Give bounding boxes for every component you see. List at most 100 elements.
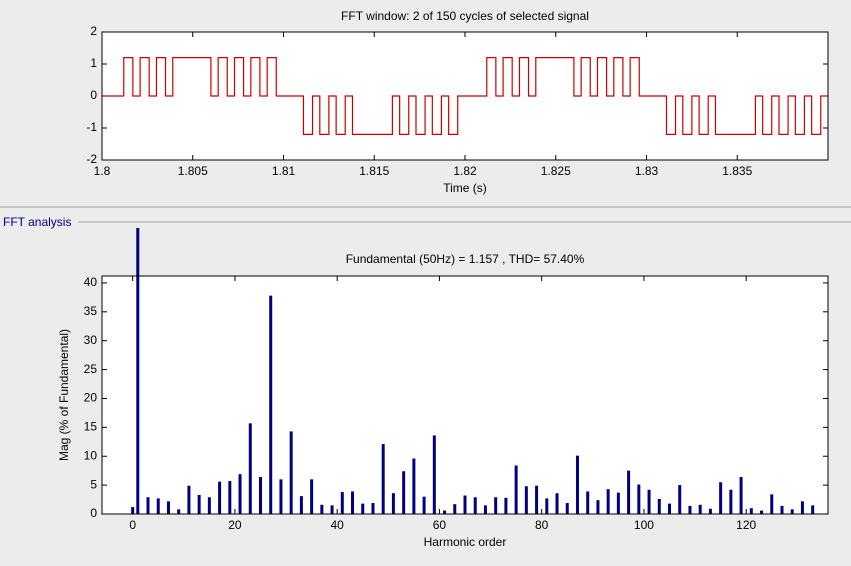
bar — [207, 497, 211, 514]
bar — [668, 503, 672, 514]
y-tick-label: 30 — [84, 333, 98, 347]
bar — [800, 501, 804, 514]
bar — [575, 455, 579, 514]
x-axis-label: Time (s) — [443, 181, 487, 195]
y-tick-label: 10 — [84, 448, 98, 462]
bar — [371, 503, 375, 514]
bar — [811, 505, 815, 514]
bar — [637, 484, 641, 514]
bar — [402, 471, 406, 514]
bar — [606, 489, 610, 514]
bar — [289, 431, 293, 514]
axes-box — [101, 31, 829, 161]
bar — [299, 496, 303, 514]
x-tick-label: 1.825 — [541, 164, 571, 178]
series — [131, 228, 815, 514]
y-tick-label: -2 — [86, 152, 97, 166]
bar — [391, 493, 395, 514]
y-tick-label: 0 — [90, 88, 97, 102]
x-tick-label: 100 — [634, 518, 654, 532]
bar — [463, 495, 467, 514]
signal-line — [102, 57, 828, 135]
bar — [310, 479, 314, 514]
bar — [443, 510, 447, 514]
bar — [361, 503, 365, 514]
bar — [432, 435, 436, 514]
series — [102, 57, 828, 135]
bar — [381, 444, 385, 514]
bar — [698, 504, 702, 514]
bar — [258, 477, 262, 514]
bar — [504, 497, 508, 514]
x-tick-label: 40 — [331, 518, 345, 532]
y-tick-label: 20 — [84, 391, 98, 405]
bar — [177, 509, 181, 514]
bar — [545, 498, 549, 514]
bar — [729, 489, 733, 514]
bar — [596, 500, 600, 514]
panel-title: FFT analysis — [3, 215, 71, 229]
bar — [616, 492, 620, 514]
bar — [739, 477, 743, 514]
x-tick-label: 1.805 — [178, 164, 208, 178]
bar — [790, 509, 794, 514]
bar — [248, 423, 252, 514]
bar — [422, 496, 426, 514]
bar — [770, 494, 774, 514]
bar — [678, 485, 682, 514]
y-tick-label: 15 — [84, 420, 98, 434]
bar — [483, 505, 487, 514]
x-tick-label: 80 — [535, 518, 549, 532]
x-tick-label: 1.83 — [635, 164, 659, 178]
x-tick-label: 1.81 — [272, 164, 296, 178]
bar — [187, 485, 191, 514]
bar — [494, 497, 498, 514]
y-tick-label: 0 — [90, 506, 97, 520]
bar — [351, 491, 355, 514]
bar — [555, 493, 559, 514]
bar — [228, 481, 232, 514]
bar — [279, 479, 283, 514]
bar — [136, 228, 140, 514]
bar — [131, 507, 135, 514]
bar — [473, 497, 477, 514]
bar — [166, 501, 170, 514]
y-tick-label: 40 — [84, 275, 98, 289]
bar — [156, 498, 160, 514]
y-tick-label: 25 — [84, 362, 98, 376]
bar — [708, 508, 712, 514]
bar — [453, 504, 457, 514]
bar — [320, 504, 324, 514]
y-tick-label: 5 — [90, 477, 97, 491]
y-tick-label: 2 — [90, 24, 97, 38]
y-tick-label: 1 — [90, 56, 97, 70]
bar — [340, 492, 344, 514]
bar — [524, 486, 528, 514]
bar — [514, 465, 518, 514]
bar — [197, 494, 201, 514]
bar — [535, 485, 539, 514]
y-axis-label: Mag (% of Fundamental) — [57, 329, 71, 461]
bar — [412, 458, 416, 514]
axes-box — [101, 275, 829, 515]
chart-title: FFT window: 2 of 150 cycles of selected … — [341, 9, 589, 23]
bar — [146, 497, 150, 514]
x-axis-label: Harmonic order — [424, 535, 507, 549]
x-tick-label: 20 — [228, 518, 242, 532]
bar — [565, 503, 569, 514]
bar — [218, 481, 222, 514]
bar — [749, 508, 753, 514]
x-tick-label: 1.815 — [359, 164, 389, 178]
x-tick-label: 0 — [129, 518, 136, 532]
bar — [627, 470, 631, 514]
bar — [330, 505, 334, 514]
bar — [688, 505, 692, 514]
bar — [657, 498, 661, 514]
bar — [586, 491, 590, 514]
x-tick-label: 1.8 — [94, 164, 111, 178]
chart-title: Fundamental (50Hz) = 1.157 , THD= 57.40% — [346, 252, 585, 266]
x-tick-label: 60 — [433, 518, 447, 532]
y-tick-label: 35 — [84, 304, 98, 318]
x-tick-label: 1.82 — [453, 164, 477, 178]
